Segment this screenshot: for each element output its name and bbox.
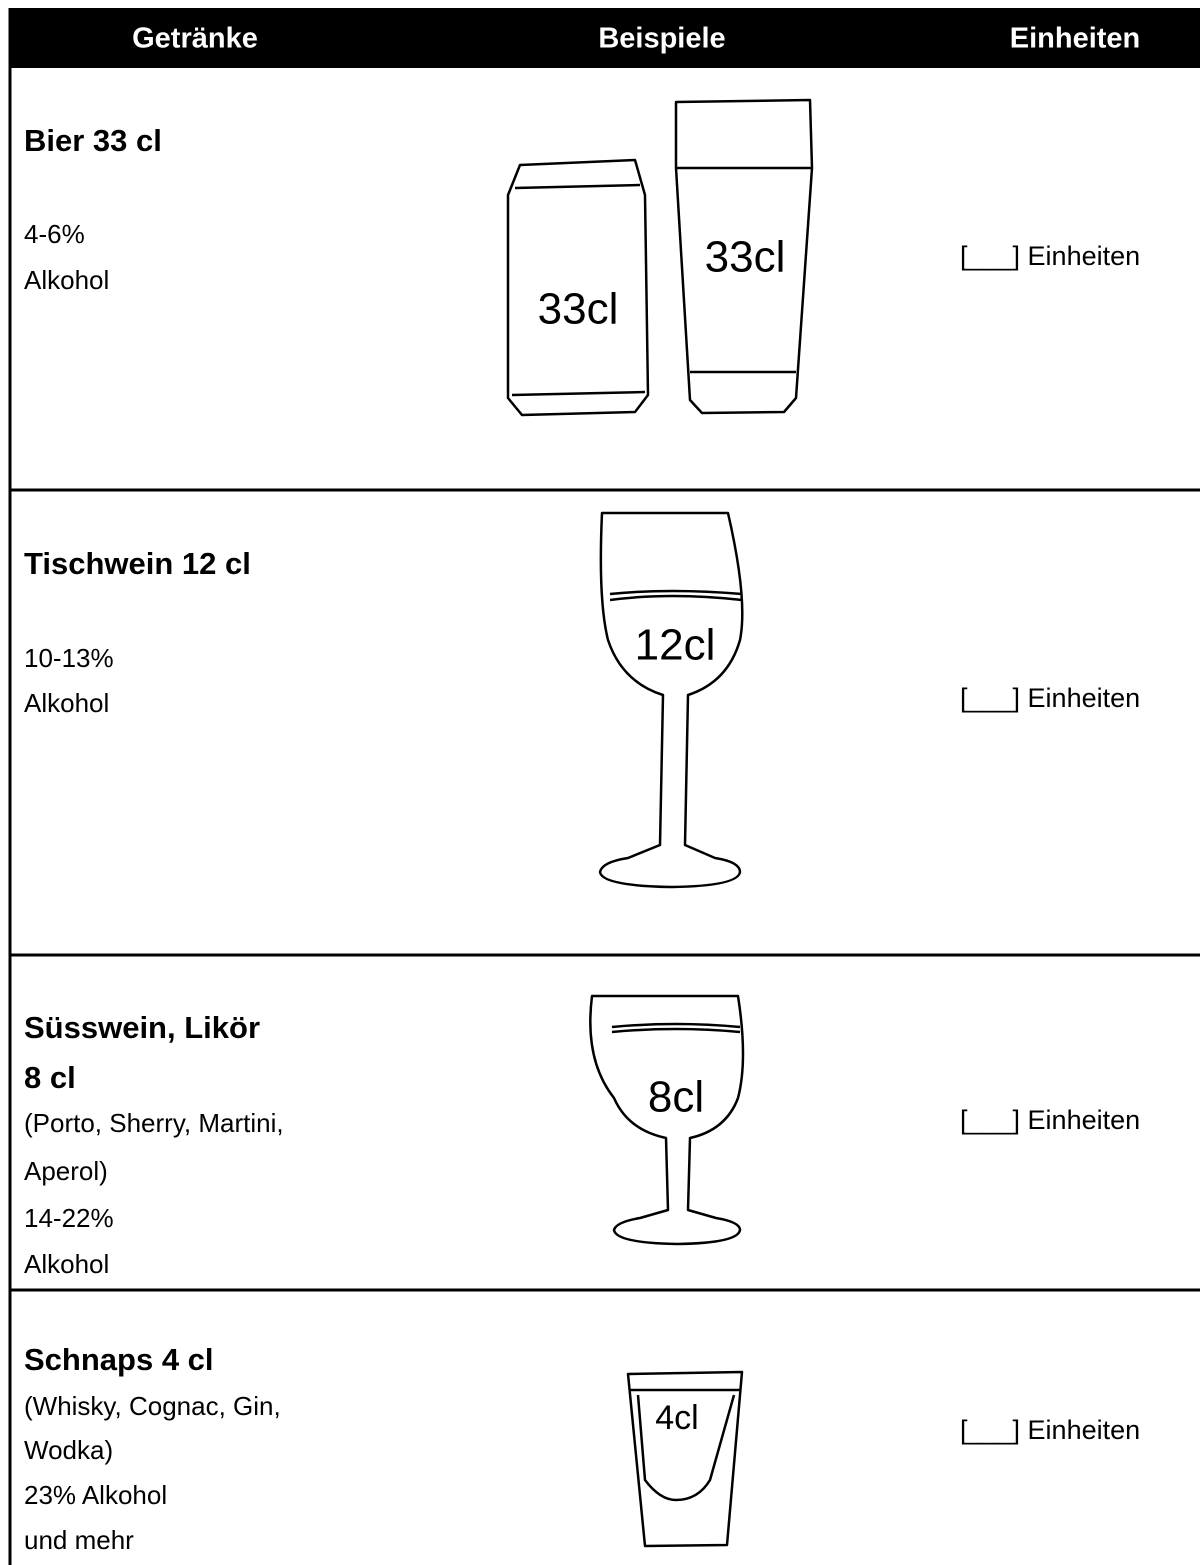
row-title: 8 cl xyxy=(24,1060,76,1095)
row-detail: Alkohol xyxy=(24,1249,109,1279)
row-title: Süsswein, Likör xyxy=(24,1010,260,1045)
units-field: [___] Einheiten xyxy=(960,683,1140,713)
page: Getränke Beispiele Einheiten Bier 33 cl … xyxy=(0,0,1200,1565)
row-detail: 23% Alkohol xyxy=(24,1480,167,1510)
row-detail: Wodka) xyxy=(24,1435,113,1465)
example-label: 12cl xyxy=(635,621,716,670)
row-detail: (Whisky, Cognac, Gin, xyxy=(24,1391,281,1421)
row-title: Bier 33 cl xyxy=(24,123,162,158)
row-detail: (Porto, Sherry, Martini, xyxy=(24,1108,284,1138)
header-cell: Getränke xyxy=(132,23,258,55)
header-cell: Beispiele xyxy=(598,23,725,55)
header-cell: Einheiten xyxy=(1010,23,1141,55)
table: Getränke Beispiele Einheiten Bier 33 cl … xyxy=(0,0,1200,1565)
units-field: [___] Einheiten xyxy=(960,241,1140,271)
row-detail: 4-6% xyxy=(24,219,85,249)
row-title: Tischwein 12 cl xyxy=(24,546,251,581)
row-title: Schnaps 4 cl xyxy=(24,1342,214,1377)
example-label: 33cl xyxy=(705,233,786,282)
row-detail: Alkohol xyxy=(24,688,109,718)
row-detail: 14-22% xyxy=(24,1203,114,1233)
example-label: 8cl xyxy=(648,1073,704,1122)
row-detail: Alkohol xyxy=(24,265,109,295)
example-label: 4cl xyxy=(655,1399,698,1437)
wine-glass xyxy=(600,513,742,887)
units-field: [___] Einheiten xyxy=(960,1415,1140,1445)
row-detail: 10-13% xyxy=(24,643,114,673)
units-field: [___] Einheiten xyxy=(960,1105,1140,1135)
row-detail: und mehr xyxy=(24,1525,134,1555)
row-detail: Aperol) xyxy=(24,1156,108,1186)
example-label: 33cl xyxy=(538,285,619,334)
